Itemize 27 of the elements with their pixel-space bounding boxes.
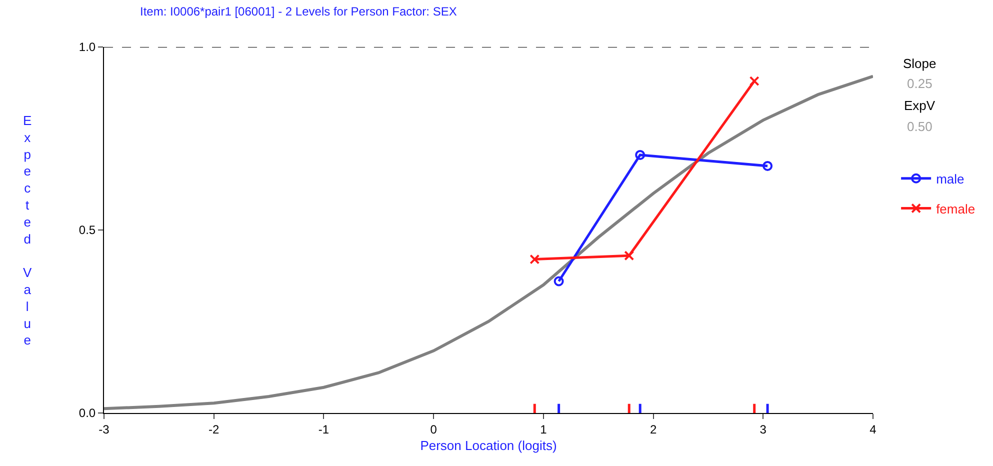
- y-tick-label: 0.0: [78, 406, 96, 420]
- text: 0.25: [907, 76, 932, 91]
- y-tick-label: 1.0: [78, 40, 96, 54]
- point: [749, 76, 760, 86]
- y-tick-label: 0.5: [78, 223, 96, 238]
- text: Expected Value: [23, 113, 32, 348]
- x-tick-label: 3: [760, 422, 767, 436]
- x-tick-label: 1: [540, 422, 548, 436]
- point: [635, 150, 646, 160]
- x-tick-label: 4: [870, 422, 877, 436]
- chart-title: Item: I0006*pair1 [06001] - 2 Levels for Person Factor: SEX: [140, 4, 457, 18]
- point: [554, 276, 564, 286]
- x-tick-label: 0: [430, 422, 438, 436]
- point: [624, 250, 634, 261]
- x-tick-label: 2: [650, 422, 657, 436]
- point: [762, 160, 773, 171]
- text: 0.50: [907, 119, 932, 134]
- text: ExpV: [904, 98, 936, 113]
- x-axis-title: Person Location (logits): [420, 438, 557, 453]
- legend-label: male: [936, 171, 964, 186]
- line-series: [104, 74, 873, 410]
- x-tick-label: -3: [98, 422, 110, 436]
- x-tick-label: -1: [318, 422, 330, 436]
- legend-label: female: [936, 201, 976, 216]
- x-tick-label: -2: [208, 422, 220, 436]
- text: Slope: [903, 56, 936, 71]
- point: [530, 254, 540, 264]
